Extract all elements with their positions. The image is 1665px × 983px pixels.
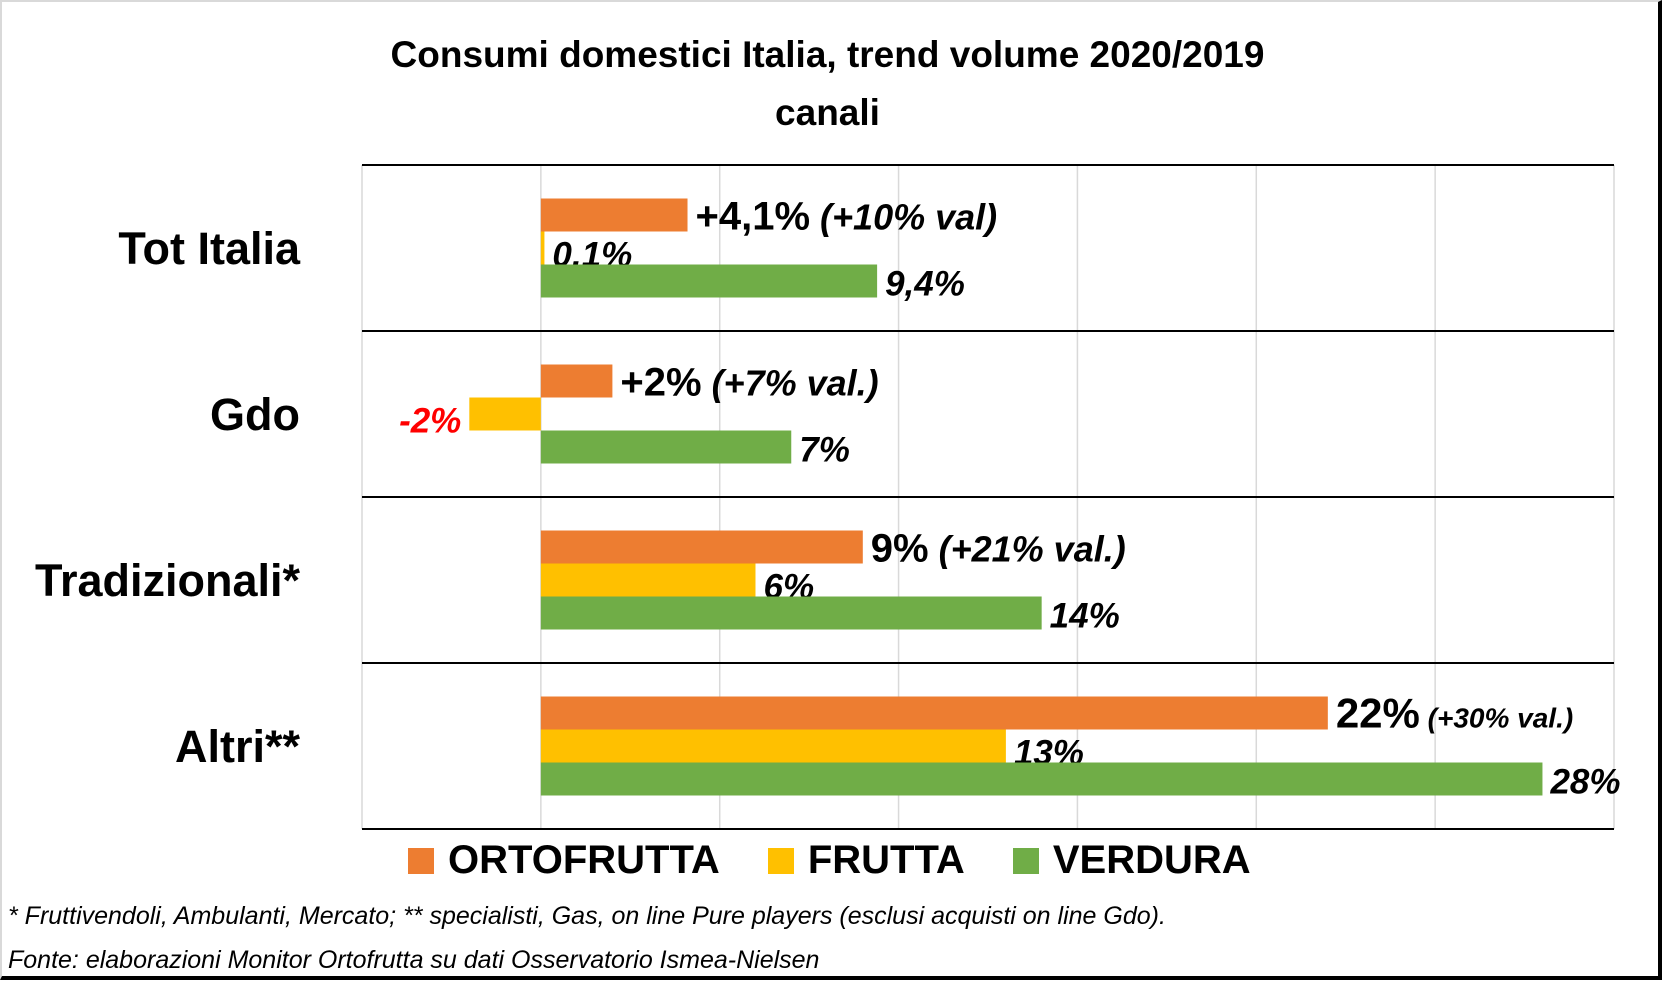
data-label: -2% [399, 402, 461, 441]
bar-ortofrutta [540, 696, 1328, 730]
data-label-value: (+7% val.) [702, 363, 879, 404]
data-label: 28% [1549, 763, 1620, 802]
data-label-value: (+10% val) [810, 197, 997, 238]
data-label-volume: +4,1% [696, 195, 811, 239]
bar-ortofrutta [540, 198, 688, 232]
data-label-value: (+21% val.) [929, 529, 1126, 570]
legend-item-ortofrutta: ORTOFRUTTA [408, 838, 720, 883]
data-label-volume: 9% [871, 527, 929, 571]
footnote: * Fruttivendoli, Ambulanti, Mercato; ** … [8, 902, 1166, 930]
legend-swatch-ortofrutta [408, 847, 434, 874]
data-label-volume: 22% [1336, 690, 1420, 737]
data-label: +4,1% (+10% val) [696, 195, 998, 239]
source-note: Fonte: elaborazioni Monitor Ortofrutta s… [8, 946, 820, 974]
legend-swatch-frutta [767, 847, 794, 874]
category-label: Altri** [175, 721, 301, 772]
category-label: Tot Italia [118, 223, 301, 274]
legend: ORTOFRUTTA FRUTTA VERDURA [408, 838, 1299, 883]
data-label: 7% [799, 431, 850, 470]
chart-title: Consumi domestici Italia, trend volume 2… [390, 34, 1265, 75]
bar-verdura [540, 430, 792, 464]
bar-ortofrutta [540, 364, 613, 398]
data-label: 14% [1050, 597, 1120, 636]
bar-ortofrutta [540, 530, 863, 564]
data-label-volume: +2% [620, 361, 701, 405]
bar-verdura [540, 264, 878, 298]
chart-subtitle: canali [775, 92, 880, 133]
legend-swatch-verdura [1012, 847, 1039, 874]
bar-frutta [469, 397, 541, 431]
legend-label: ORTOFRUTTA [448, 838, 720, 882]
bar-verdura [540, 596, 1042, 630]
legend-label: FRUTTA [807, 838, 965, 882]
bar-frutta [540, 563, 756, 597]
data-label: 22% (+30% val.) [1336, 690, 1573, 737]
data-label: 9% (+21% val.) [871, 527, 1126, 571]
bar-verdura [540, 762, 1543, 796]
category-label: Tradizionali* [35, 555, 301, 606]
legend-label: VERDURA [1052, 838, 1251, 882]
data-label: 9,4% [885, 265, 965, 304]
data-label-value: (+30% val.) [1420, 703, 1573, 734]
bar-frutta [540, 231, 545, 265]
data-label: +2% (+7% val.) [620, 361, 878, 405]
legend-item-verdura: VERDURA [1012, 838, 1251, 883]
legend-item-frutta: FRUTTA [767, 838, 965, 883]
bar-frutta [540, 729, 1006, 763]
category-label: Gdo [210, 389, 300, 440]
